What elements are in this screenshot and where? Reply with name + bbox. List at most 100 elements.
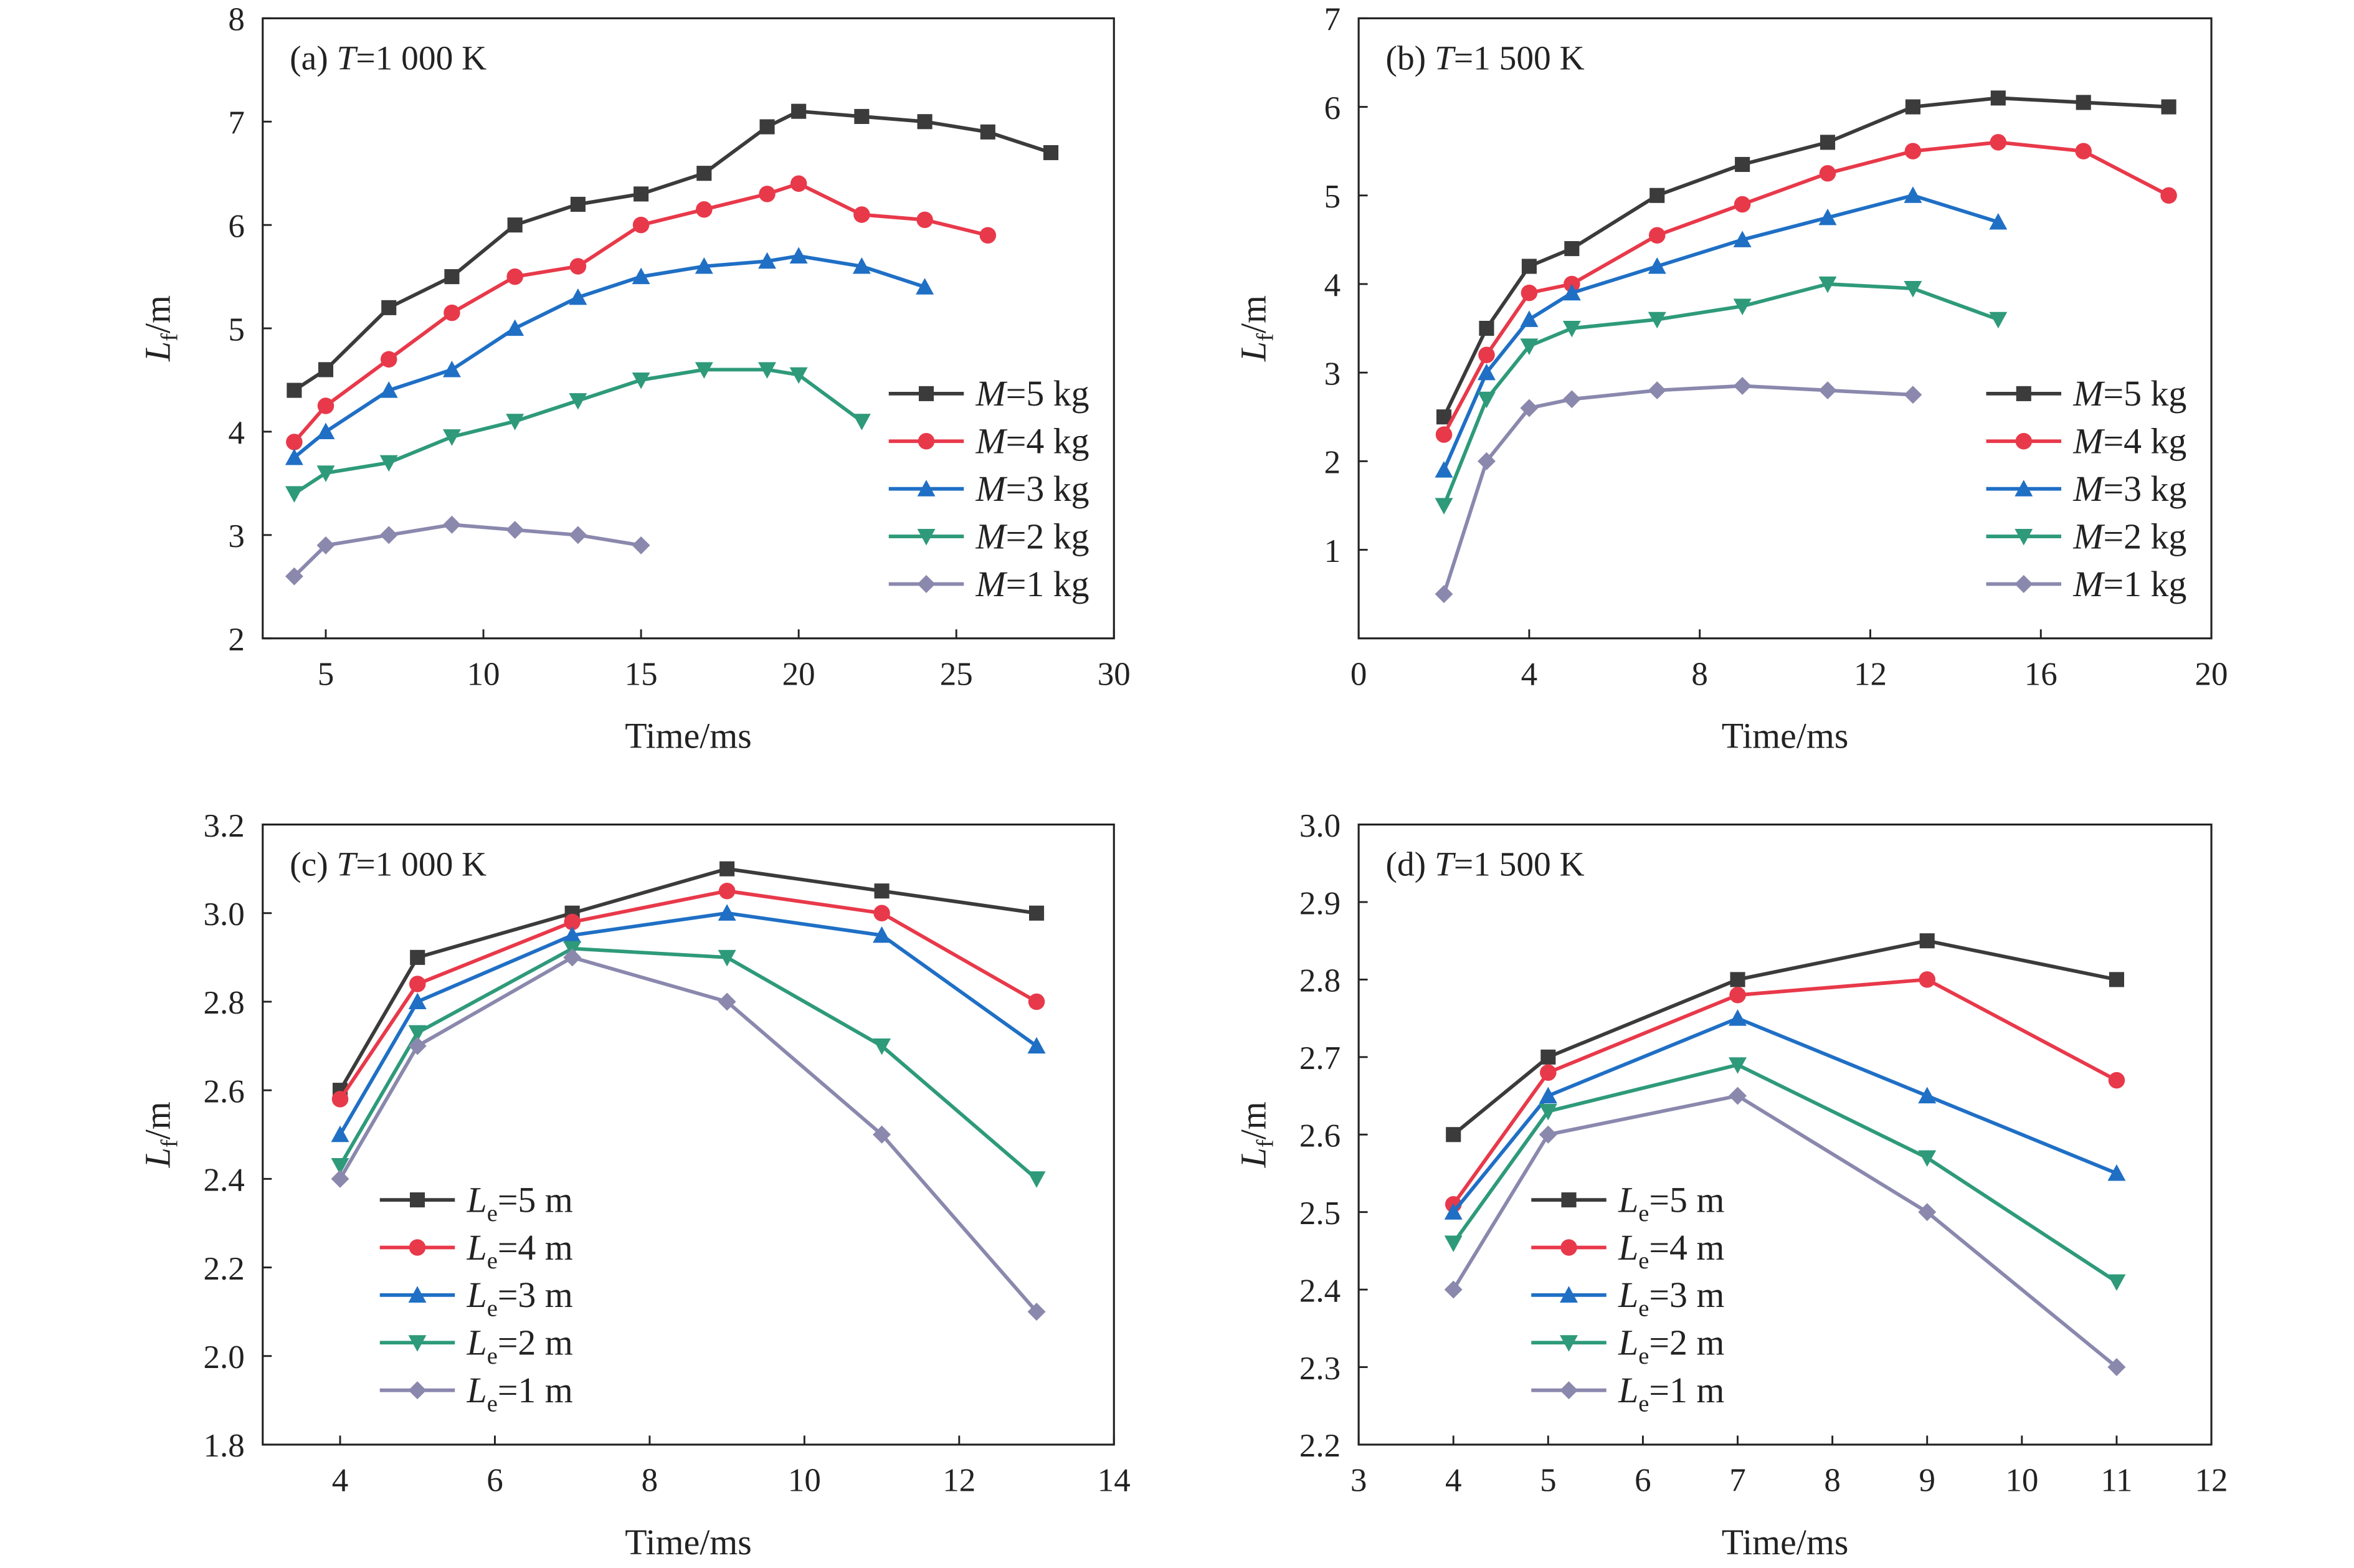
legend-label: M=5 kg xyxy=(2072,373,2186,414)
y-tick-label: 5 xyxy=(1324,179,1341,215)
data-point-triangle-down xyxy=(852,414,871,430)
data-point-diamond xyxy=(1648,381,1666,400)
panel-title: (a) T=1 000 K xyxy=(290,39,486,77)
data-point-circle xyxy=(696,201,713,218)
data-point-circle xyxy=(2108,1071,2125,1089)
x-tick-label: 15 xyxy=(625,656,658,692)
series-line xyxy=(293,368,863,495)
series-line xyxy=(338,911,1038,1136)
data-point-triangle-up xyxy=(1539,1086,1557,1104)
legend-label: Le=3 m xyxy=(1618,1275,1724,1321)
data-point-square xyxy=(1735,156,1750,173)
data-point-diamond xyxy=(506,521,524,539)
y-tick-label: 7 xyxy=(228,105,245,141)
y-tick-label: 2.2 xyxy=(1299,1428,1341,1464)
data-point-diamond xyxy=(1904,386,1922,404)
data-point-triangle-up xyxy=(316,422,335,439)
data-point-diamond xyxy=(1562,390,1581,409)
legend-item: M=5 kg xyxy=(888,373,1089,414)
y-tick-label: 3.0 xyxy=(1299,808,1341,844)
data-point-triangle-down xyxy=(1989,311,2008,329)
data-point-triangle-up xyxy=(506,319,524,336)
series-m-2-kg xyxy=(1435,276,2008,515)
data-point-circle xyxy=(1729,987,1746,1004)
x-tick-label: 16 xyxy=(2024,656,2057,692)
legend-label: Le=2 m xyxy=(1618,1323,1724,1369)
data-point-triangle-up xyxy=(408,1286,427,1303)
x-tick-label: 6 xyxy=(1635,1463,1651,1499)
legend-item: Le=2 m xyxy=(1531,1323,1724,1369)
data-point-diamond xyxy=(917,575,936,593)
data-point-triangle-up xyxy=(1904,186,1922,203)
y-tick-label: 2 xyxy=(1324,445,1341,481)
data-point-circle xyxy=(2015,433,2033,450)
y-tick-label: 2 xyxy=(228,622,245,658)
legend-item: M=5 kg xyxy=(1986,373,2186,414)
x-tick-label: 10 xyxy=(788,1463,821,1499)
data-point-triangle-up xyxy=(1027,1037,1046,1054)
data-point-triangle-up xyxy=(2015,480,2033,497)
x-tick-label: 8 xyxy=(642,1463,658,1499)
data-point-circle xyxy=(2160,187,2177,204)
data-point-triangle-up xyxy=(1435,461,1453,478)
data-point-circle xyxy=(1919,971,1935,988)
series-le-2-m xyxy=(1444,1057,2126,1291)
legend: Le=5 mLe=4 mLe=3 mLe=2 mLe=1 m xyxy=(379,1179,573,1417)
legend: M=5 kg M=4 kg M=3 kg M=2 kg M=1 kg xyxy=(1986,373,2186,604)
y-tick-label: 7 xyxy=(1324,2,1341,38)
data-point-circle xyxy=(873,905,890,922)
legend-item: M=2 kg xyxy=(1986,516,2186,556)
series-le-5-m xyxy=(1446,933,2124,1143)
data-point-circle xyxy=(916,211,933,229)
x-tick-label: 6 xyxy=(486,1463,503,1499)
data-point-triangle-down xyxy=(1027,1171,1046,1188)
data-point-diamond xyxy=(2107,1358,2126,1376)
chart-panel-d: 3 4 5 6 7 8 9 10 11 12 2.2 2.3 2.4 2.5 2.6 2.7 2.8 2.9 3.0… xyxy=(1233,808,2228,1562)
series-m-3-kg xyxy=(1435,186,2008,478)
data-point-triangle-down xyxy=(718,949,736,967)
data-point-diamond xyxy=(1027,1303,1046,1321)
y-tick-label: 3.2 xyxy=(204,808,245,844)
series-m-1-kg xyxy=(1435,377,1922,604)
y-tick-label: 2.8 xyxy=(204,985,245,1021)
data-point-triangle-down xyxy=(506,414,524,430)
data-point-triangle-up xyxy=(285,448,303,465)
data-point-triangle-down xyxy=(408,1025,427,1042)
data-point-square xyxy=(854,108,870,125)
chart-panel-c: 4 6 8 10 12 14 1.8 2.0 2.2 2.4 2.6 2.8 3.0 3.2 Time/ms… xyxy=(137,808,1130,1562)
legend-label: M=4 kg xyxy=(975,421,1089,462)
x-axis-label: Time/ms xyxy=(1722,1522,1849,1562)
data-point-diamond xyxy=(2015,575,2033,593)
legend-label: Le=5 m xyxy=(1618,1179,1724,1226)
data-point-triangle-up xyxy=(917,480,936,497)
data-point-triangle-up xyxy=(1560,1286,1578,1303)
series-m-3-kg xyxy=(285,247,934,465)
data-point-diamond xyxy=(718,992,736,1011)
x-tick-label: 3 xyxy=(1350,1463,1367,1499)
data-point-triangle-down xyxy=(285,486,303,503)
data-point-square xyxy=(759,119,775,135)
legend-item: Le=1 m xyxy=(379,1370,573,1417)
x-tick-label: 7 xyxy=(1729,1463,1746,1499)
series-le-4-m xyxy=(331,882,1045,1108)
data-point-triangle-up xyxy=(873,926,891,943)
data-point-square xyxy=(1730,972,1745,987)
plot-frame xyxy=(262,824,1115,1446)
data-point-triangle-up xyxy=(569,288,587,305)
y-tick-label: 1 xyxy=(1324,533,1341,569)
plot-frame xyxy=(1357,17,2213,640)
y-tick-label: 3 xyxy=(228,518,245,554)
legend-label: Le=1 m xyxy=(467,1370,573,1417)
data-point-circle xyxy=(1521,284,1538,302)
series-m-5-kg xyxy=(1436,90,2176,425)
y-axis-label: Lf/m xyxy=(1233,1101,1279,1168)
data-point-diamond xyxy=(1818,381,1837,400)
x-tick-label: 8 xyxy=(1824,1463,1841,1499)
x-tick-label: 12 xyxy=(1854,656,1887,692)
legend-label: M=3 kg xyxy=(975,468,1089,509)
legend-item: M=2 kg xyxy=(888,516,1089,556)
legend-item: M=3 kg xyxy=(888,468,1089,509)
legend-label: M=5 kg xyxy=(975,373,1089,414)
series-le-2-m xyxy=(331,941,1046,1188)
data-point-circle xyxy=(918,433,935,450)
